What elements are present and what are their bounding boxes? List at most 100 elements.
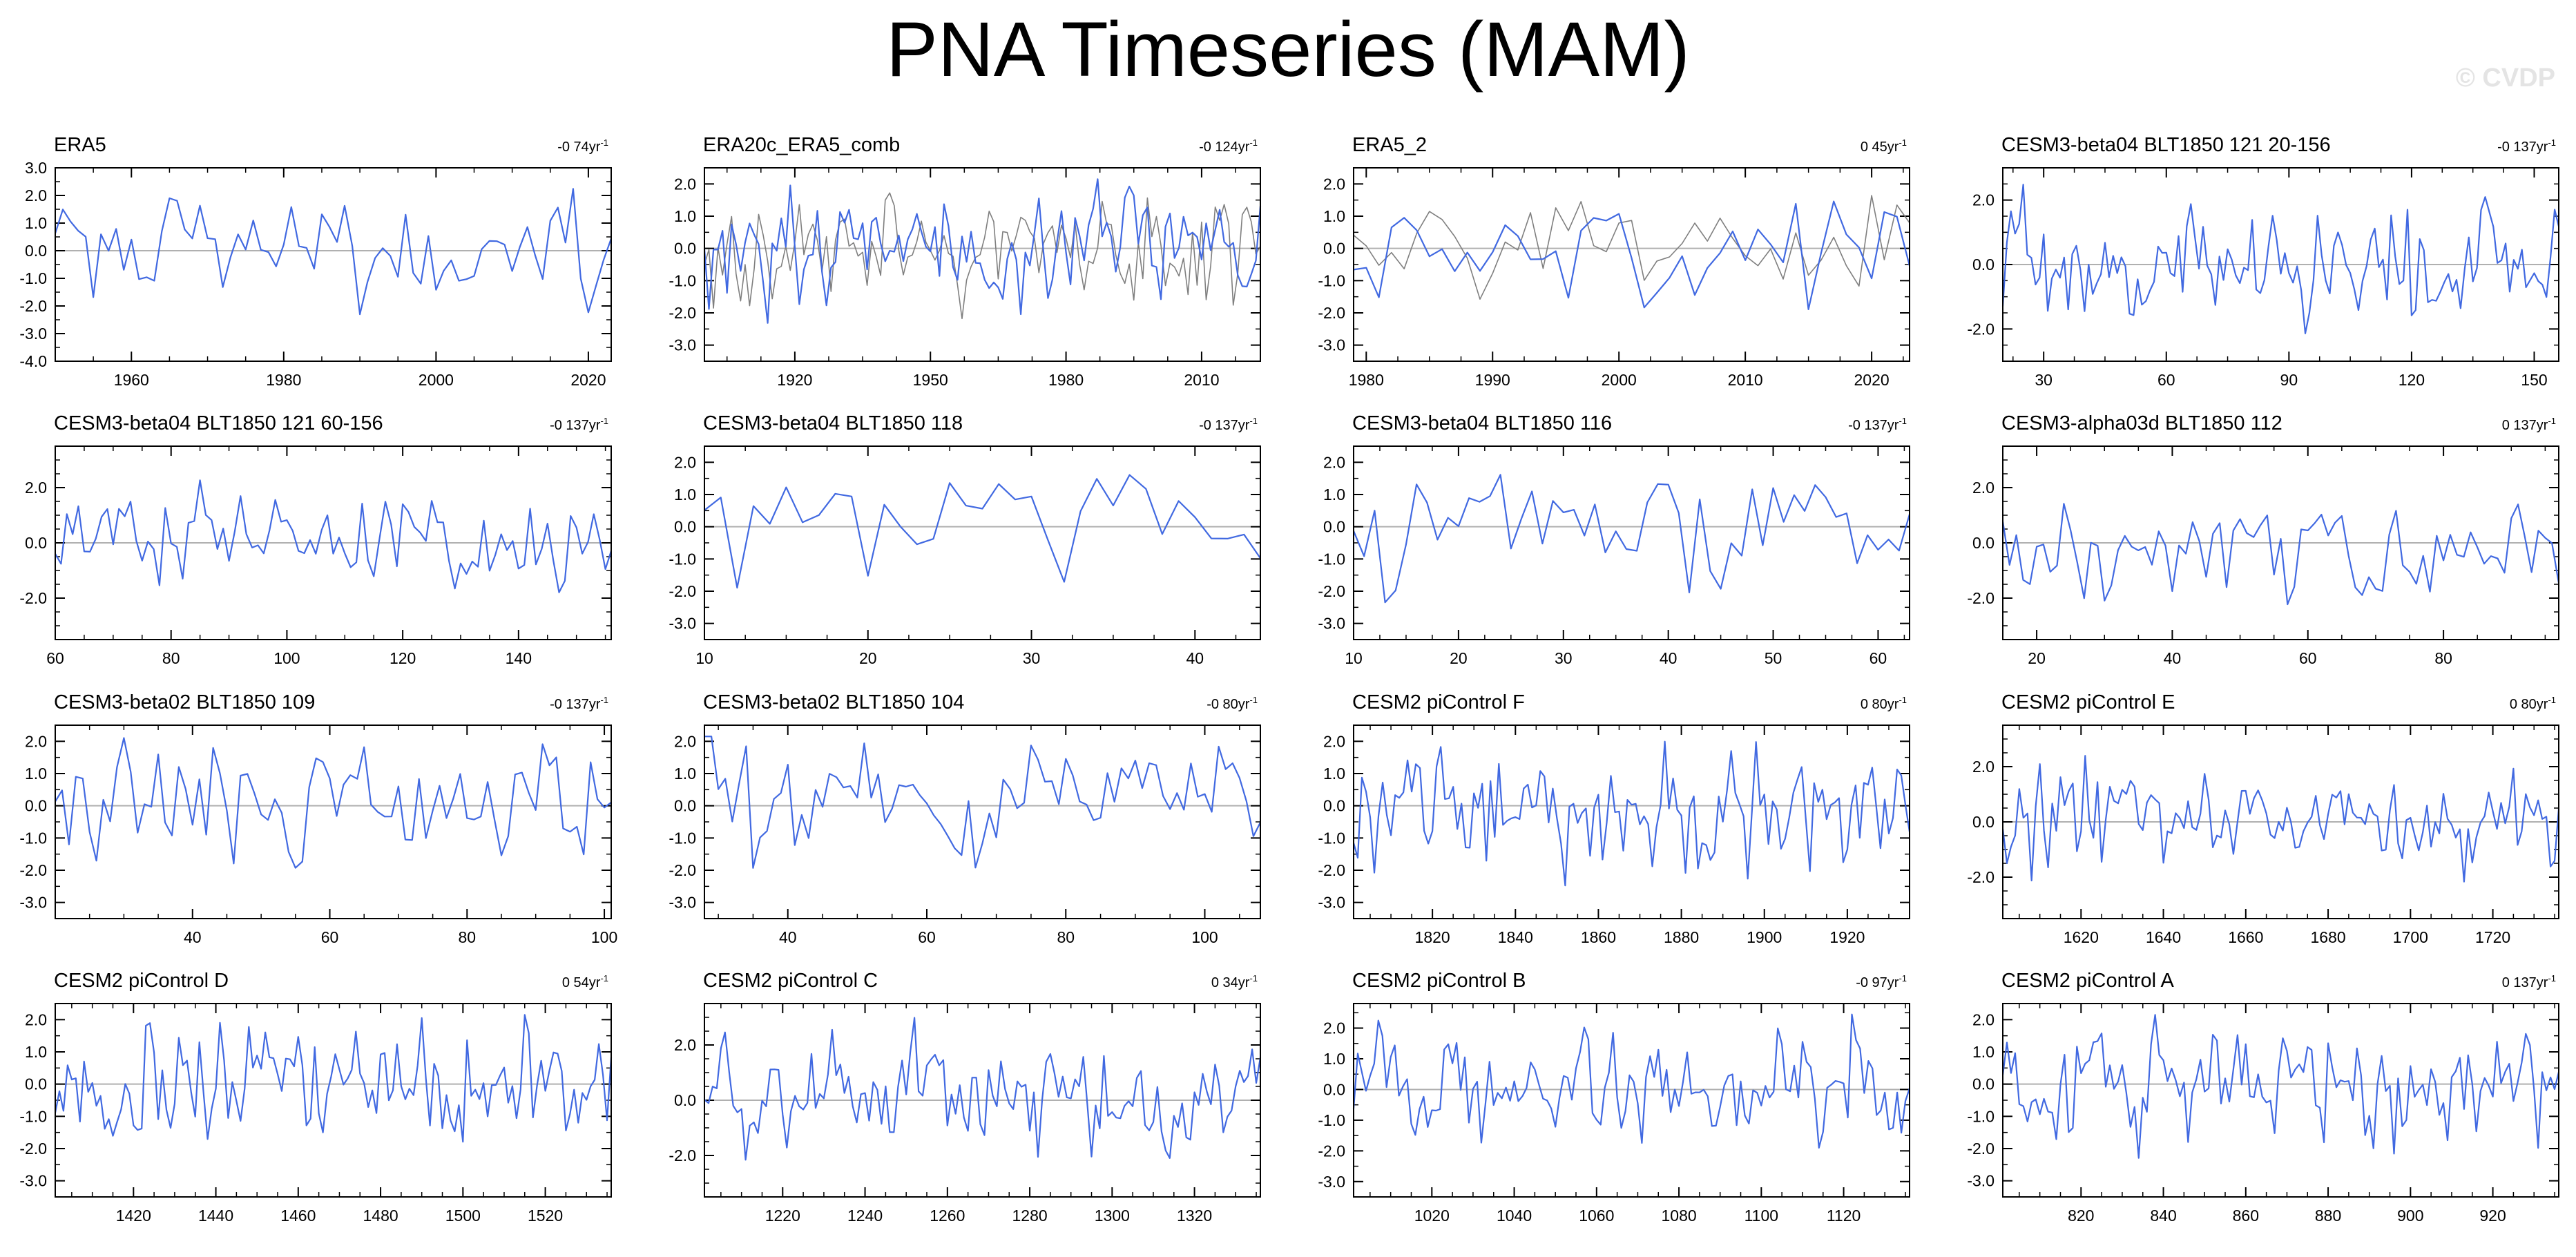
y-tick-label: -2.0 — [669, 1146, 696, 1164]
y-tick-label: -1.0 — [19, 269, 47, 287]
x-tick-label: 80 — [162, 649, 180, 667]
x-tick-label: 1460 — [280, 1207, 316, 1225]
x-tick-label: 60 — [918, 928, 936, 946]
y-tick-label: -2.0 — [1318, 861, 1345, 879]
panel-trend: 0 80yr-1 — [2510, 695, 2556, 712]
y-tick-label: -3.0 — [1318, 894, 1345, 912]
x-tick-label: 1990 — [1475, 371, 1510, 389]
panel-12: CESM2 piControl E 0 80yr-1 2.0 0.0 -2.0 1620 1… — [1967, 691, 2560, 946]
x-tick-label: 1720 — [2475, 928, 2510, 946]
x-tick-label: 880 — [2315, 1207, 2341, 1225]
y-tick-label: 0.0 — [674, 797, 696, 815]
panel-frame — [704, 1003, 1261, 1198]
panel-trend: -0 74yr-1 — [557, 137, 608, 155]
x-tick-label: 840 — [2150, 1207, 2176, 1225]
series-line-obs — [704, 192, 1261, 320]
y-tick-label: -2.0 — [1318, 582, 1345, 600]
panel-title: CESM3-alpha03d BLT1850 112 — [2001, 412, 2282, 434]
panel-trend: 0 137yr-1 — [2502, 973, 2556, 990]
panel-trend: 0 137yr-1 — [2502, 416, 2556, 433]
x-tick-label: 1080 — [1661, 1207, 1696, 1225]
panel-frame — [55, 445, 612, 640]
x-tick-label: 1980 — [266, 371, 301, 389]
x-tick-label: 1860 — [1581, 928, 1616, 946]
x-tick-label: 1980 — [1048, 371, 1084, 389]
y-tick-label: 1.0 — [1323, 765, 1345, 783]
y-tick-label: 0.0 — [1323, 1080, 1345, 1098]
panel-10: CESM3-beta02 BLT1850 104 -0 80yr-1 2.0 1.0 0… — [669, 691, 1261, 946]
x-tick-label: 1920 — [1829, 928, 1865, 946]
y-tick-label: -1.0 — [1318, 271, 1345, 289]
panel-frame — [2002, 1003, 2559, 1198]
x-tick-label: 2000 — [1602, 371, 1637, 389]
y-tick-label: 2.0 — [674, 175, 696, 193]
x-tick-label: 30 — [2035, 371, 2053, 389]
y-tick-label: 2.0 — [1323, 1019, 1345, 1037]
series-line-model — [1352, 474, 1911, 604]
panel-title: ERA5_2 — [1352, 134, 1427, 156]
x-tick-label: 30 — [1555, 649, 1573, 667]
panel-trend: 0 54yr-1 — [562, 973, 608, 990]
y-tick-label: -2.0 — [669, 582, 696, 600]
panel-5: CESM3-beta04 BLT1850 121 60-156 -0 137yr-… — [19, 412, 613, 667]
y-tick-label: -3.0 — [669, 894, 696, 912]
panel-trend: -0 137yr-1 — [550, 416, 608, 433]
y-tick-label: 0.0 — [1323, 518, 1345, 536]
panel-frame — [2002, 445, 2559, 640]
panel-16: CESM2 piControl A 0 137yr-1 2.0 1.0 0.0 -1.0 -… — [1967, 970, 2560, 1225]
x-tick-label: 1020 — [1414, 1207, 1450, 1225]
series-line-model — [704, 736, 1261, 869]
x-tick-label: 10 — [1345, 649, 1363, 667]
y-tick-label: 1.0 — [674, 765, 696, 783]
x-tick-label: 140 — [506, 649, 532, 667]
y-tick-label: 2.0 — [1972, 191, 1995, 209]
series-line-model — [55, 479, 613, 593]
series-line-model — [2001, 503, 2560, 606]
panel-frame — [1353, 725, 1910, 919]
panel-trend: -0 124yr-1 — [1199, 137, 1258, 155]
series-line-ERA20c_ERA5_comb — [703, 178, 1262, 324]
y-tick-label: -2.0 — [19, 861, 47, 879]
y-tick-label: -3.0 — [669, 615, 696, 633]
y-tick-label: -2.0 — [669, 304, 696, 322]
y-tick-label: 2.0 — [1972, 479, 1995, 497]
x-tick-label: 1060 — [1579, 1207, 1614, 1225]
panel-1: ERA5 -0 74yr-1 3.0 2.0 1.0 0.0 -1.0 -2.0 -3.0 -4.… — [19, 134, 613, 389]
x-tick-label: 2010 — [1184, 371, 1219, 389]
x-tick-label: 10 — [695, 649, 713, 667]
x-tick-label: 1300 — [1095, 1207, 1130, 1225]
y-tick-label: 2.0 — [674, 732, 696, 750]
series-line-model — [704, 474, 1261, 589]
series-line-model — [704, 1017, 1262, 1161]
series-line-ERA5_2 — [1353, 200, 1911, 310]
series-line-ERA5 — [54, 188, 613, 316]
panel-14: CESM2 piControl C 0 34yr-1 2.0 0.0 -2.0 1220 1… — [669, 970, 1262, 1225]
panel-frame — [1353, 1003, 1910, 1198]
series-line-obs — [1353, 195, 1910, 300]
x-tick-label: 1420 — [116, 1207, 151, 1225]
y-tick-label: 0.0 — [1323, 240, 1345, 258]
panel-frame — [704, 445, 1261, 640]
series-line-model — [55, 737, 612, 869]
x-tick-label: 30 — [1023, 649, 1041, 667]
y-tick-label: 1.0 — [1323, 486, 1345, 503]
y-tick-label: -1.0 — [19, 1107, 47, 1125]
x-tick-label: 60 — [2299, 649, 2317, 667]
panel-13: CESM2 piControl D 0 54yr-1 2.0 1.0 0.0 -1.0 -2… — [19, 970, 613, 1225]
y-tick-label: 2.0 — [25, 1010, 47, 1028]
y-tick-label: -2.0 — [1318, 1142, 1345, 1160]
series-line-model — [2001, 755, 2560, 883]
panel-frame — [2002, 725, 2559, 919]
x-tick-label: 860 — [2233, 1207, 2259, 1225]
x-tick-label: 1260 — [930, 1207, 965, 1225]
x-tick-label: 900 — [2397, 1207, 2423, 1225]
y-tick-label: 1.0 — [674, 207, 696, 225]
x-tick-label: 1440 — [198, 1207, 233, 1225]
y-tick-label: -1.0 — [669, 271, 696, 289]
panel-title: CESM3-beta04 BLT1850 118 — [703, 412, 963, 434]
panel-11: CESM2 piControl F 0 80yr-1 2.0 1.0 0.0 -1.0 -2… — [1318, 691, 1911, 946]
series-line-model — [1352, 1013, 1911, 1149]
y-tick-label: -2.0 — [19, 297, 47, 315]
y-tick-label: 2.0 — [25, 186, 47, 204]
